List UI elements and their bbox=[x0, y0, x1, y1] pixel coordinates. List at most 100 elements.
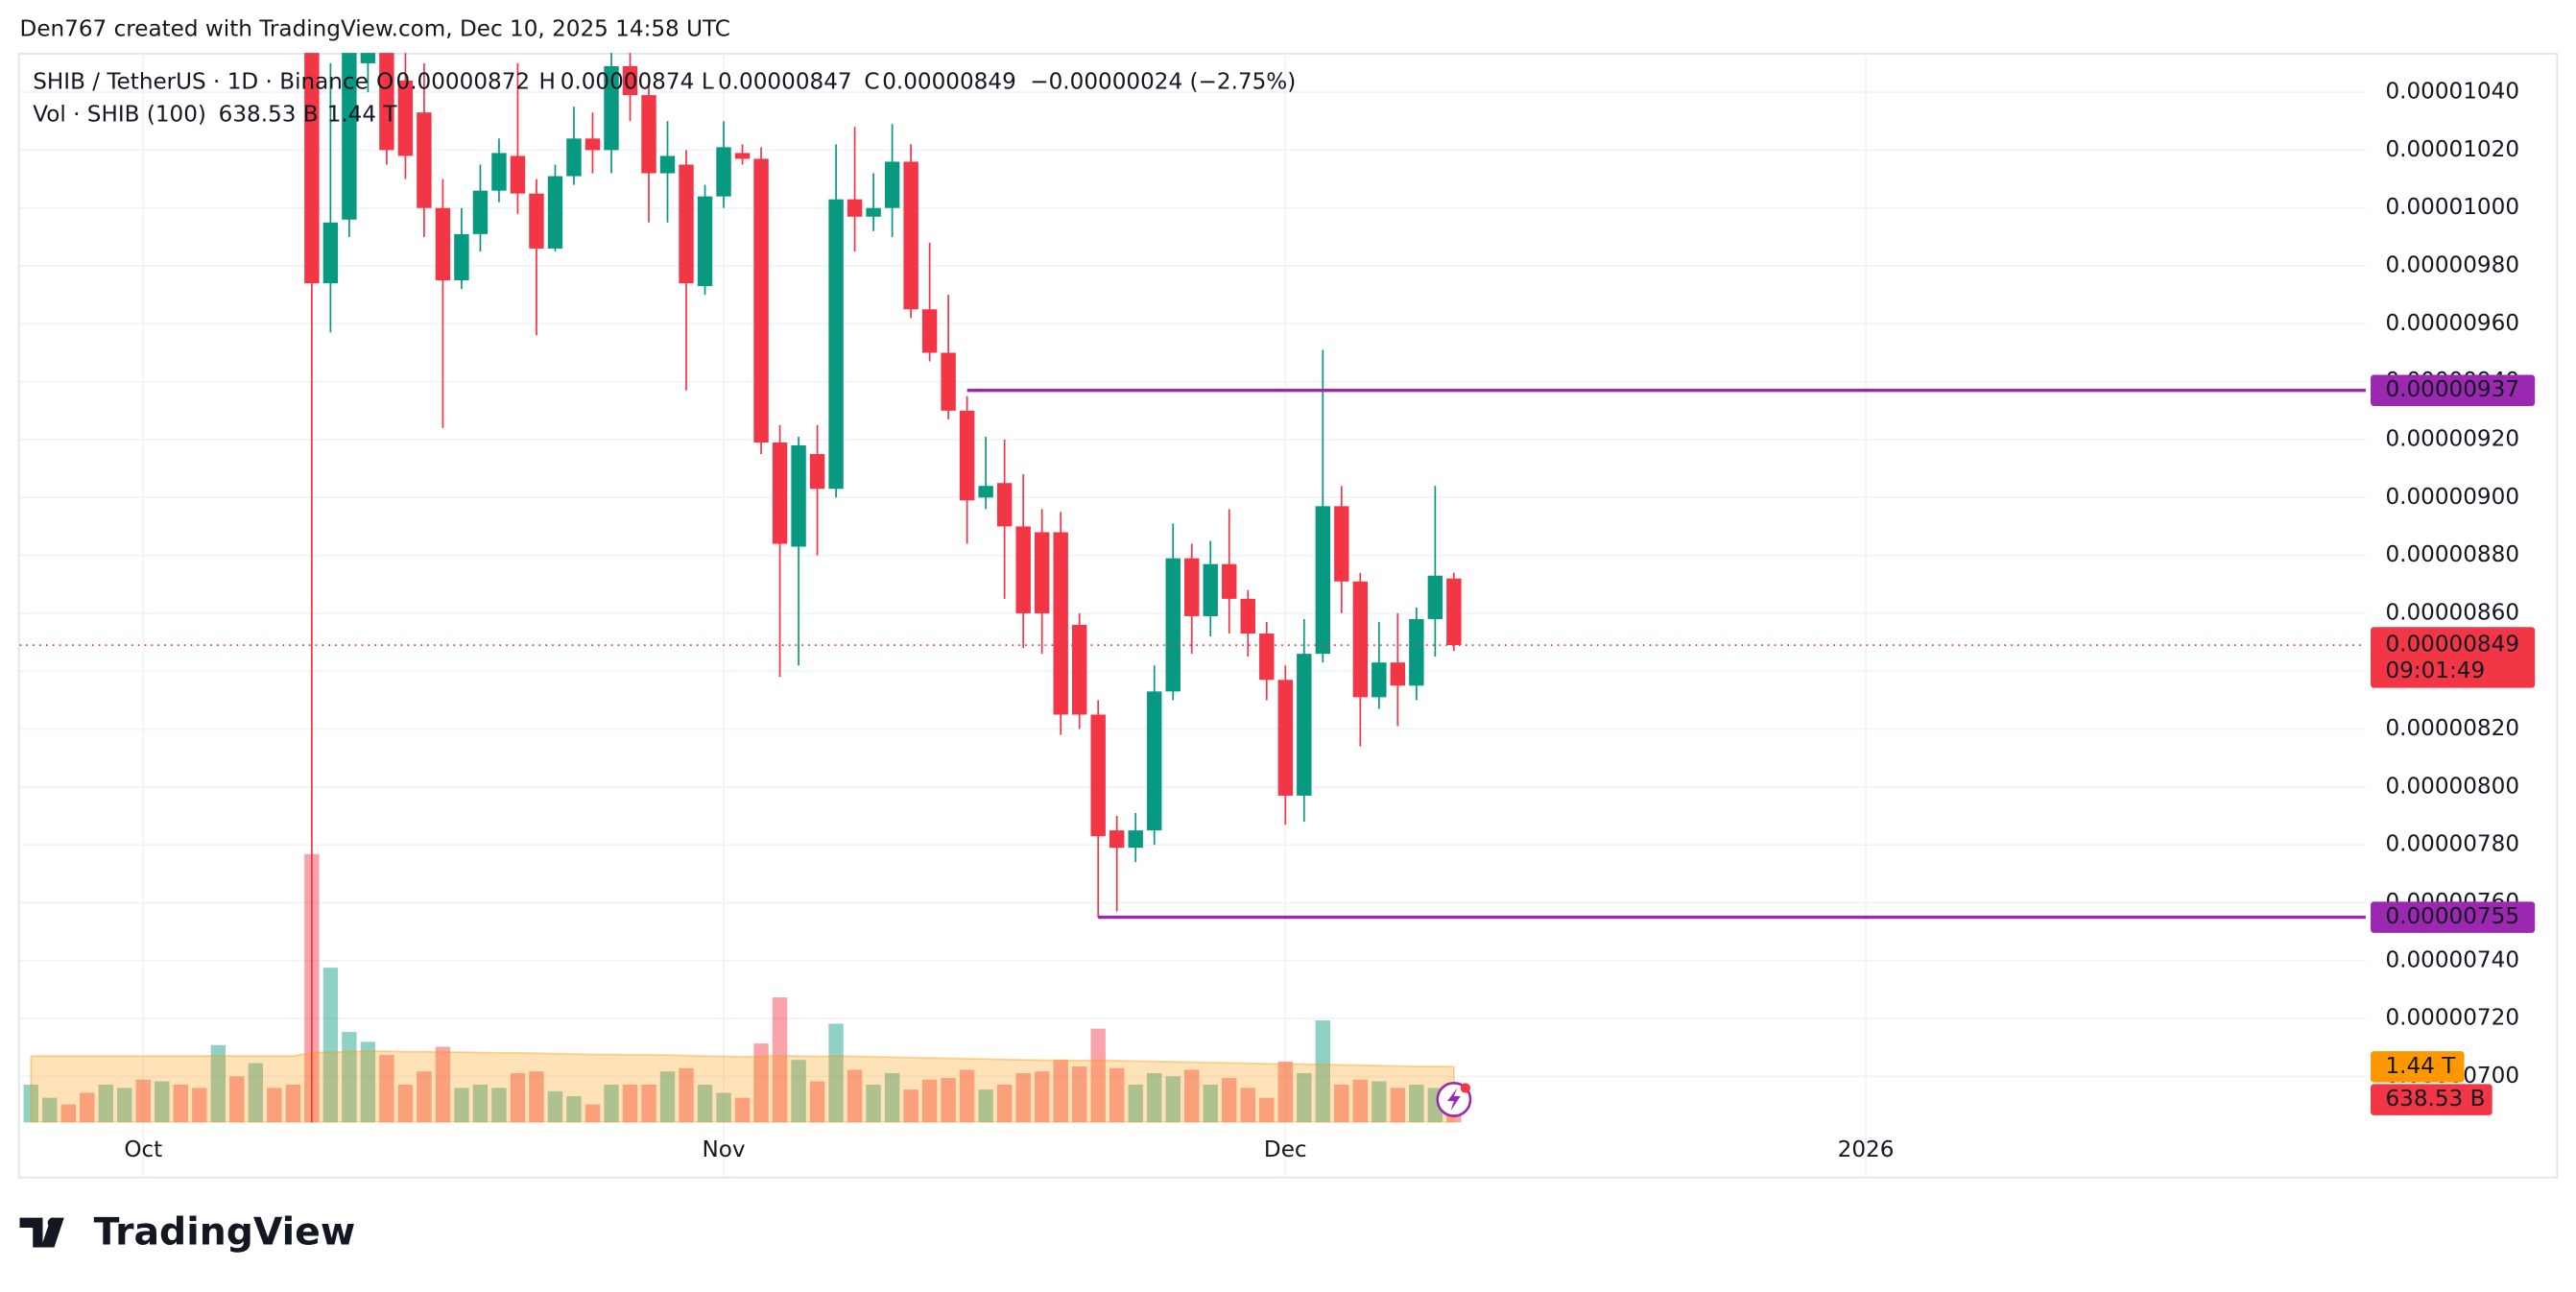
chart-frame bbox=[17, 53, 2559, 1179]
candle-body bbox=[734, 153, 751, 159]
volume-bar bbox=[996, 1084, 1013, 1123]
volume-bar bbox=[192, 1088, 207, 1123]
plot-area bbox=[23, 53, 1462, 1123]
level-label-box bbox=[2371, 901, 2536, 933]
candle-body bbox=[547, 176, 563, 249]
volume-bar bbox=[1015, 1072, 1031, 1123]
candle-body bbox=[454, 233, 469, 281]
volume-bar bbox=[1371, 1081, 1387, 1123]
candle-body bbox=[1334, 506, 1349, 582]
candle-body bbox=[491, 153, 507, 191]
axes: 0.000007000.000007200.000007400.00000760… bbox=[124, 80, 2519, 1162]
volume-ma-label: 1.44 T bbox=[2385, 1054, 2456, 1079]
candle-body bbox=[472, 190, 489, 234]
level-label: 0.00000755 bbox=[2385, 904, 2519, 929]
volume-bar bbox=[322, 968, 339, 1123]
legend-key: H bbox=[538, 69, 555, 94]
candle-body bbox=[828, 199, 844, 490]
volume-bar bbox=[60, 1104, 76, 1123]
volume-bar bbox=[135, 1079, 151, 1123]
volume-bar bbox=[1334, 1084, 1349, 1123]
volume-bar bbox=[959, 1069, 975, 1123]
candle-body bbox=[1259, 634, 1275, 681]
level-label-box bbox=[2371, 374, 2536, 406]
y-tick-label: 0.00001020 bbox=[2385, 137, 2519, 162]
candle-body bbox=[584, 138, 601, 151]
volume-bar bbox=[978, 1089, 993, 1123]
legend-close: 0.00000849 bbox=[882, 69, 1016, 94]
candle-body bbox=[1015, 526, 1031, 613]
candle-body bbox=[809, 454, 825, 490]
candle-body bbox=[659, 156, 676, 174]
candle-body bbox=[322, 222, 339, 284]
x-tick-label: Dec bbox=[1264, 1137, 1307, 1162]
volume-bar bbox=[23, 1084, 38, 1123]
candle-body bbox=[1184, 558, 1200, 616]
volume-bar bbox=[229, 1076, 245, 1123]
volume-bar bbox=[1109, 1067, 1125, 1123]
volume-bar bbox=[809, 1081, 825, 1123]
volume-bar bbox=[155, 1081, 170, 1123]
volume-bar bbox=[791, 1060, 806, 1123]
volume-bar bbox=[1390, 1088, 1406, 1123]
candle-body bbox=[791, 445, 806, 547]
x-tick-label: Oct bbox=[124, 1137, 162, 1162]
candle-body bbox=[753, 158, 769, 443]
volume-bar bbox=[1053, 1060, 1068, 1123]
y-tick-label: 0.00000920 bbox=[2385, 426, 2519, 451]
candle-body bbox=[884, 161, 900, 208]
candle-body bbox=[1352, 581, 1369, 698]
volume-bar bbox=[753, 1043, 769, 1123]
candle-body bbox=[903, 161, 918, 310]
volume-bar bbox=[1071, 1066, 1087, 1123]
candle-body bbox=[1240, 598, 1255, 634]
legend-change: −0.00000024 (−2.75%) bbox=[1030, 69, 1296, 94]
volume-bar bbox=[641, 1084, 656, 1123]
candle-body bbox=[622, 65, 638, 96]
volume-label-box bbox=[2371, 1084, 2493, 1115]
candle-body bbox=[1090, 714, 1106, 837]
candle-body bbox=[1165, 558, 1181, 692]
volume-ma-label-box bbox=[2371, 1051, 2465, 1083]
candle-body bbox=[397, 81, 414, 156]
legend-key: O bbox=[376, 69, 394, 94]
volume-bar bbox=[491, 1088, 507, 1123]
brand-logo: TradingView bbox=[19, 1209, 355, 1254]
volume-bar bbox=[1315, 1020, 1331, 1123]
y-tick-label: 0.00000740 bbox=[2385, 947, 2519, 972]
volume-bar bbox=[1352, 1079, 1369, 1123]
legend-key: L bbox=[702, 69, 714, 94]
volume-bar bbox=[1184, 1069, 1200, 1123]
volume-bar bbox=[267, 1088, 282, 1123]
volume-bar bbox=[1222, 1078, 1237, 1123]
candle-body bbox=[1446, 578, 1462, 646]
candle-body bbox=[1427, 575, 1443, 619]
alert-icon-bolt bbox=[1447, 1088, 1461, 1112]
volume-title: Vol · SHIB (100) bbox=[33, 103, 206, 128]
volume-bar bbox=[1297, 1072, 1312, 1123]
last-price-box bbox=[2371, 627, 2536, 688]
legend-volume: 638.53 B bbox=[219, 103, 319, 128]
legend: SHIB / TetherUS · 1D · Binance O 0.00000… bbox=[33, 69, 1296, 127]
candle-body bbox=[435, 207, 451, 281]
volume-bar bbox=[285, 1084, 301, 1123]
volume-bar bbox=[173, 1084, 189, 1123]
volume-bar bbox=[1147, 1072, 1162, 1123]
volume-bar bbox=[1034, 1071, 1050, 1123]
logo-dot bbox=[47, 1217, 58, 1228]
volume-bar bbox=[604, 1084, 619, 1123]
volume-bar bbox=[1128, 1084, 1143, 1123]
volume-bar bbox=[679, 1067, 694, 1123]
y-tick-label: 0.00001000 bbox=[2385, 195, 2519, 220]
candle-body bbox=[679, 164, 694, 284]
volume-bar bbox=[342, 1032, 357, 1123]
volume-bar bbox=[529, 1071, 544, 1123]
candle-body bbox=[996, 483, 1013, 527]
candle-body bbox=[417, 112, 432, 208]
candle-body bbox=[510, 156, 526, 194]
candle-body bbox=[1409, 618, 1424, 686]
alert-icon-dot bbox=[1460, 1083, 1470, 1093]
candle-body bbox=[1147, 691, 1162, 831]
